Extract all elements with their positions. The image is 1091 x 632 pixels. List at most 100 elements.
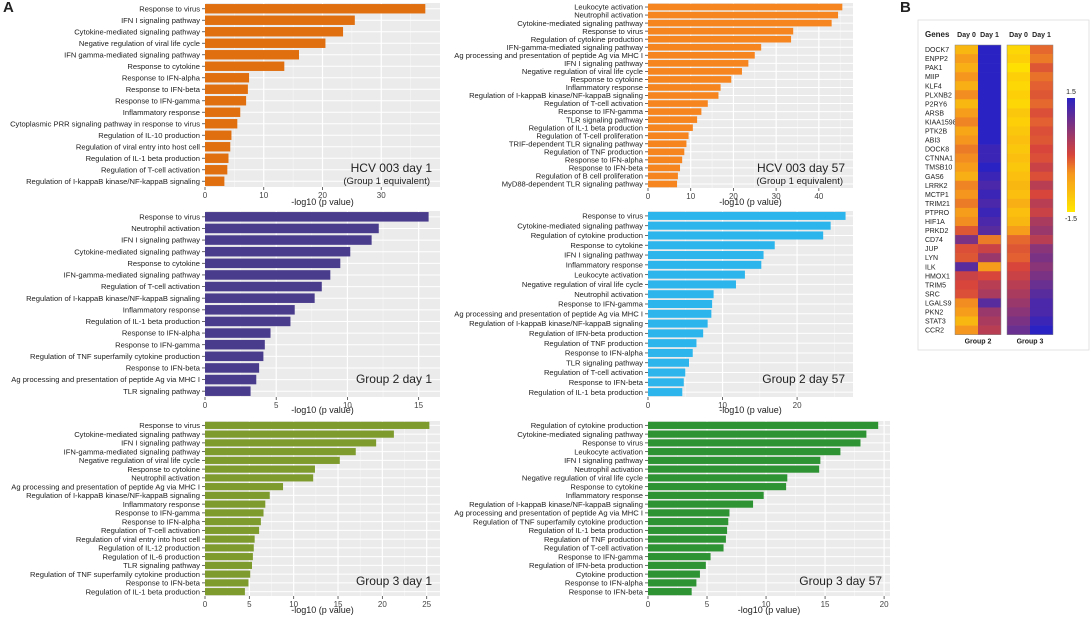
category-label: IFN gamma-mediated signaling pathway: [64, 50, 200, 59]
heatmap-cell: [1030, 72, 1053, 82]
category-label: Regulation of I-kappaB kinase/NF-kappaB …: [469, 500, 643, 509]
plot-background: [648, 421, 890, 596]
bar: [648, 231, 824, 240]
x-axis-label: -log10 (p value): [291, 605, 354, 615]
heatmap-cell: [955, 289, 978, 299]
heatmap-cell: [1030, 280, 1053, 290]
heatmap-cell: [955, 63, 978, 73]
heatmap-cell: [1007, 216, 1030, 227]
category-label: Regulation of IL-10 production: [98, 131, 200, 140]
category-label: IFN I signaling pathway: [564, 251, 643, 260]
category-label: Regulation of T-cell activation: [544, 99, 643, 108]
bar: [205, 328, 271, 338]
heatmap-cell: [955, 90, 978, 100]
heatmap-cell: [978, 180, 1001, 191]
category-label: Regulation of I-kappaB kinase/NF-kappaB …: [26, 177, 200, 186]
gene-label: PTPRO: [925, 210, 950, 217]
gene-label: GAS6: [925, 174, 944, 181]
group-label: Group 2: [965, 339, 992, 346]
heatmap-cell: [1030, 54, 1053, 64]
category-label: Cytokine-mediated signaling pathway: [74, 430, 200, 439]
category-label: Response to virus: [582, 27, 643, 36]
bar: [205, 96, 247, 106]
heatmap-cell: [955, 235, 978, 245]
bar: [648, 430, 867, 438]
category-label: Regulation of IL-6 production: [102, 552, 200, 561]
bar: [205, 430, 394, 438]
category-label: IFN I signaling pathway: [564, 456, 643, 465]
x-tick-label: 30: [772, 192, 781, 201]
category-label: Response to IFN-beta: [569, 587, 644, 596]
heatmap-cell: [955, 307, 978, 317]
category-label: Inflammatory response: [123, 500, 200, 509]
category-label: Regulation of T-cell activation: [101, 165, 200, 174]
category-label: Response to virus: [139, 212, 200, 221]
heatmap-cell: [1007, 54, 1030, 64]
gene-label: MCTP1: [925, 192, 949, 199]
bar: [648, 270, 745, 279]
heatmap-cell: [955, 54, 978, 64]
heatmap-cell: [978, 72, 1001, 82]
genes-header: Genes: [925, 30, 950, 39]
heatmap-cell: [955, 171, 978, 182]
category-label: Regulation of I-kappaB kinase/NF-kappaB …: [26, 491, 200, 500]
category-label: Response to IFN-alpha: [122, 517, 201, 526]
heatmap-cell: [955, 135, 978, 145]
bar: [648, 241, 775, 250]
gene-label: TRIM5: [925, 282, 946, 289]
heatmap-cell: [1030, 325, 1053, 335]
heatmap-cell: [978, 325, 1001, 335]
gene-label: TRIM21: [925, 201, 950, 208]
x-tick-label: 5: [247, 600, 252, 609]
category-label: TLR signaling pathway: [123, 561, 200, 570]
gene-label: CTNNA1: [925, 156, 953, 163]
category-label: Neutrophil activation: [574, 290, 643, 299]
bar: [205, 439, 377, 447]
heatmap-cell: [955, 99, 978, 109]
bar: [205, 119, 238, 129]
x-tick-label: 10: [686, 192, 695, 201]
bar: [205, 107, 241, 117]
bar: [648, 180, 678, 188]
category-label: Regulation of TNF superfamily cytokine p…: [30, 352, 200, 361]
x-tick-label: 15: [821, 600, 830, 609]
bar-chart-3: Response to virus Neutrophil activation IF…: [11, 211, 440, 415]
bar: [648, 156, 683, 164]
category-label: Regulation of TNF production: [544, 147, 643, 156]
category-label: Regulation of I-kappaB kinase/NF-kappaB …: [26, 294, 200, 303]
bar: [648, 358, 689, 367]
panel-b-label: B: [900, 0, 911, 16]
x-tick-label: 15: [414, 401, 423, 410]
heatmap-cell: [955, 325, 978, 335]
bar-chart-1: Response to virus IFN I signaling pathway…: [10, 3, 440, 207]
chart-title: Group 2 day 57: [762, 372, 845, 386]
category-label: Cytoplasmic PRR signaling pathway in res…: [10, 119, 200, 128]
category-label: Negative regulation of viral life cycle: [522, 67, 643, 76]
category-label: Neutrophil activation: [131, 224, 200, 233]
heatmap-cell: [1007, 280, 1030, 290]
heatmap-cell: [1030, 271, 1053, 281]
category-label: Inflammatory response: [123, 305, 200, 314]
chart-title: Group 3 day 57: [799, 574, 882, 588]
bar: [205, 50, 299, 60]
category-label: Regulation of B cell proliferation: [536, 172, 643, 181]
bar: [648, 526, 728, 534]
gene-label: TMSB10: [925, 165, 952, 172]
gene-label: JUP: [925, 246, 939, 253]
gene-label: DOCK8: [925, 147, 949, 154]
heatmap-cell: [978, 244, 1001, 254]
bar: [648, 140, 687, 148]
heatmap-cell: [978, 108, 1001, 118]
bar: [648, 164, 681, 172]
heatmap-cell: [978, 280, 1001, 290]
x-tick-label: 20: [793, 401, 802, 410]
bar: [648, 124, 693, 131]
category-label: TLR signaling pathway: [566, 115, 643, 124]
heatmap-cell: [1030, 262, 1053, 272]
gene-label: LGALS9: [925, 300, 952, 307]
heatmap-cell: [1007, 307, 1030, 317]
bar: [648, 148, 685, 156]
heatmap-cell: [1030, 90, 1053, 100]
category-label: Response to IFN-gamma: [558, 552, 644, 561]
heatmap-cell: [1007, 226, 1030, 236]
